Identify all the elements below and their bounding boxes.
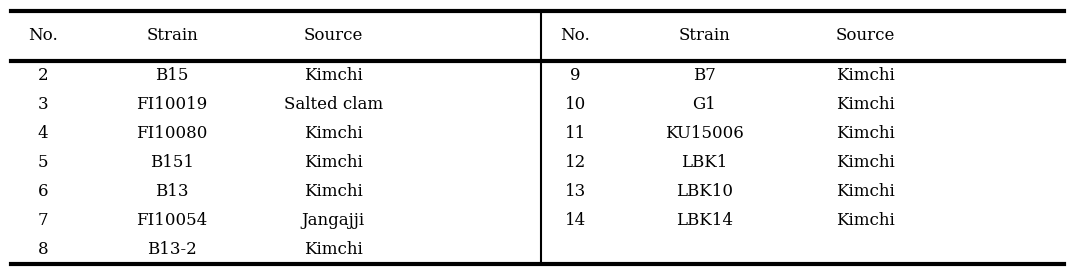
- Text: 9: 9: [570, 67, 580, 84]
- Text: Kimchi: Kimchi: [304, 67, 362, 84]
- Text: Kimchi: Kimchi: [836, 212, 894, 229]
- Text: 13: 13: [564, 183, 586, 200]
- Text: 12: 12: [564, 154, 586, 171]
- Text: 5: 5: [38, 154, 48, 171]
- Text: B15: B15: [155, 67, 189, 84]
- Text: Kimchi: Kimchi: [304, 154, 362, 171]
- Text: Source: Source: [303, 27, 363, 44]
- Text: B13: B13: [155, 183, 189, 200]
- Text: 2: 2: [38, 67, 48, 84]
- Text: Strain: Strain: [678, 27, 730, 44]
- Text: Kimchi: Kimchi: [836, 67, 894, 84]
- Text: G1: G1: [692, 96, 716, 112]
- Text: 14: 14: [564, 212, 586, 229]
- Text: Kimchi: Kimchi: [836, 154, 894, 171]
- Text: 11: 11: [564, 125, 586, 142]
- Text: LBK14: LBK14: [675, 212, 733, 229]
- Text: Jangajji: Jangajji: [302, 212, 364, 229]
- Text: Source: Source: [835, 27, 895, 44]
- Text: Salted clam: Salted clam: [284, 96, 383, 112]
- Text: B7: B7: [692, 67, 716, 84]
- Text: KU15006: KU15006: [664, 125, 744, 142]
- Text: 3: 3: [38, 96, 48, 112]
- Text: Kimchi: Kimchi: [304, 183, 362, 200]
- Text: LBK1: LBK1: [680, 154, 728, 171]
- Text: Kimchi: Kimchi: [304, 241, 362, 258]
- Text: 4: 4: [38, 125, 48, 142]
- Text: FI10054: FI10054: [137, 212, 207, 229]
- Text: Kimchi: Kimchi: [836, 125, 894, 142]
- Text: Kimchi: Kimchi: [304, 125, 362, 142]
- Text: FI10080: FI10080: [137, 125, 207, 142]
- Text: 10: 10: [564, 96, 586, 112]
- Text: 7: 7: [38, 212, 48, 229]
- Text: Kimchi: Kimchi: [836, 183, 894, 200]
- Text: FI10019: FI10019: [137, 96, 207, 112]
- Text: No.: No.: [28, 27, 58, 44]
- Text: LBK10: LBK10: [675, 183, 733, 200]
- Text: No.: No.: [560, 27, 590, 44]
- Text: Kimchi: Kimchi: [836, 96, 894, 112]
- Text: B13-2: B13-2: [147, 241, 197, 258]
- Text: 8: 8: [38, 241, 48, 258]
- Text: B151: B151: [151, 154, 194, 171]
- Text: Strain: Strain: [146, 27, 198, 44]
- Text: 6: 6: [38, 183, 48, 200]
